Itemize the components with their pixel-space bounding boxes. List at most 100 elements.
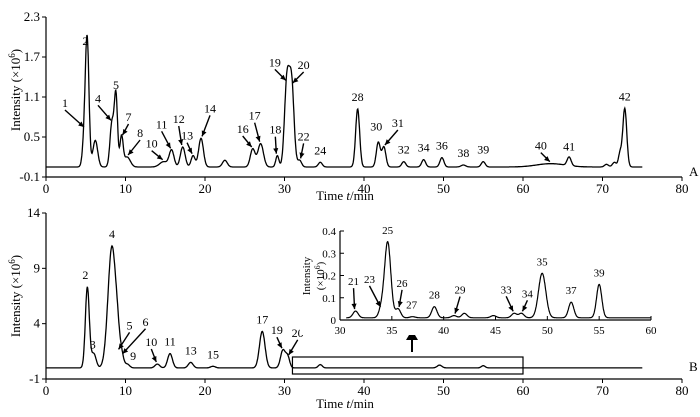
a-peak-label-42: 42 — [619, 89, 631, 103]
a-peak-label-30: 30 — [370, 119, 382, 133]
inset-y-axis-label: Intensity — [301, 256, 313, 295]
panel-b-inset: 30 35 40 45 50 55 60 0 0.1 0.2 0.3 0.4 21 23 25 26 27 28… — [300, 225, 660, 337]
a-peak-label-10: 10 — [146, 137, 158, 151]
a-peak-label-28: 28 — [352, 90, 364, 104]
panel-b-letter: B — [689, 359, 698, 374]
b-peak-label-5: 5 — [127, 318, 133, 332]
i-peak-label-23: 23 — [364, 274, 376, 286]
i-peak-arrowhead — [508, 305, 514, 312]
i-y-tick-label: 0 — [331, 315, 337, 327]
a-peak-label-14: 14 — [204, 101, 216, 115]
a-x-tick-label: 40 — [358, 181, 371, 196]
a-y-tick-label: -0.1 — [19, 169, 40, 184]
b-peak-label-3: 3 — [90, 338, 96, 352]
a-peak-arrowhead — [544, 156, 550, 162]
a-peak-label-36: 36 — [436, 139, 448, 153]
b-peak-label-13: 13 — [185, 343, 197, 357]
panel-a-axes: 0 10 20 30 40 50 60 70 80 -0.1 0.5 1.1 1.7 2.3 — [19, 9, 688, 196]
a-peak-label-34: 34 — [418, 141, 430, 155]
a-x-tick-label: 0 — [43, 181, 50, 196]
i-x-tick-label: 45 — [490, 325, 502, 337]
a-peak-arrowhead — [292, 77, 299, 83]
i-peak-arrowhead — [375, 300, 381, 307]
a-peak-label-8: 8 — [137, 126, 143, 140]
b-peak-arrowhead — [277, 342, 282, 349]
b-y-tick-label: 9 — [34, 260, 41, 275]
a-peak-label-17: 17 — [249, 109, 261, 123]
a-peak-arrowhead — [280, 74, 286, 81]
i-y-tick-label: 0.3 — [322, 248, 336, 260]
panel-b-chromatogram-trace — [46, 244, 643, 369]
a-peak-arrowhead — [246, 141, 252, 147]
i-y-tick-label: 0.1 — [322, 293, 336, 305]
b-x-tick-label: 80 — [676, 383, 689, 398]
a-peak-arrowhead — [187, 147, 193, 154]
a-peak-arrowhead — [78, 121, 84, 127]
b-x-tick-label: 10 — [119, 383, 132, 398]
i-peak-arrowhead — [522, 305, 528, 312]
a-peak-label-5: 5 — [113, 78, 119, 92]
a-y-tick-label: 1.1 — [24, 89, 40, 104]
b-x-tick-label: 20 — [199, 383, 212, 398]
i-peak-label-29: 29 — [455, 285, 467, 297]
i-x-tick-label: 30 — [335, 325, 347, 337]
i-peak-arrowhead — [397, 301, 403, 307]
a-y-tick-label: 2.3 — [24, 9, 40, 24]
i-y-tick-label: 0.4 — [322, 226, 336, 238]
b-y-tick-label: 4 — [34, 316, 41, 331]
inset-peak-labels: 21 23 25 26 27 28 29 33 34 35 37 39 — [348, 225, 606, 314]
b-x-tick-label: 70 — [596, 383, 609, 398]
a-peak-label-41: 41 — [563, 139, 575, 153]
i-peak-label-39: 39 — [594, 267, 606, 279]
a-peak-label-1: 1 — [62, 96, 68, 110]
a-peak-arrowhead — [122, 129, 128, 135]
a-peak-arrowhead — [105, 114, 111, 121]
a-x-tick-label: 20 — [199, 181, 212, 196]
i-peak-arrowhead — [454, 307, 460, 314]
a-peak-label-2: 2 — [82, 34, 88, 48]
b-x-tick-label: 50 — [437, 383, 450, 398]
a-peak-label-11: 11 — [156, 117, 168, 131]
inset-axes: 30 35 40 45 50 55 60 0 0.1 0.2 0.3 0.4 — [322, 226, 657, 337]
i-x-tick-label: 35 — [386, 325, 398, 337]
i-peak-label-27: 27 — [406, 300, 418, 312]
a-peak-arrowhead — [384, 139, 391, 145]
a-y-tick-label: 0.5 — [24, 129, 40, 144]
a-peak-arrowhead — [201, 130, 207, 137]
b-peak-label-15: 15 — [207, 347, 219, 361]
i-x-tick-label: 50 — [542, 325, 554, 337]
inset-chromatogram-trace — [346, 240, 651, 319]
b-peak-arrow — [122, 328, 147, 355]
a-peak-label-13: 13 — [181, 129, 193, 143]
inset-y-axis-unit: (×106) — [313, 261, 327, 290]
a-x-tick-label: 10 — [119, 181, 132, 196]
a-y-tick-label: 1.7 — [24, 49, 41, 64]
i-peak-label-35: 35 — [537, 256, 549, 268]
panel-a: 0 10 20 30 40 50 60 70 80-0.10.51.11.72.3 124578… — [7, 9, 699, 203]
panel-a-x-axis-label: Time t/min — [316, 188, 374, 203]
i-x-tick-label: 40 — [438, 325, 450, 337]
b-peak-label-19: 19 — [271, 323, 283, 337]
a-peak-label-39: 39 — [477, 143, 489, 157]
a-x-tick-label: 50 — [437, 181, 450, 196]
i-peak-label-37: 37 — [566, 285, 578, 297]
a-peak-label-4: 4 — [95, 91, 101, 105]
a-x-tick-label: 60 — [517, 181, 530, 196]
b-x-tick-label: 40 — [358, 383, 371, 398]
panel-a-chromatogram-trace — [46, 34, 643, 168]
a-peak-label-32: 32 — [398, 143, 410, 157]
b-peak-arrowhead — [288, 348, 294, 355]
b-peak-label-17: 17 — [256, 312, 268, 326]
a-peak-arrowhead — [299, 152, 305, 159]
a-x-tick-label: 80 — [676, 181, 689, 196]
b-peak-label-10: 10 — [145, 335, 157, 349]
b-peak-label-11: 11 — [164, 335, 176, 349]
panel-a-y-axis-label: Intensity (×106) — [7, 49, 23, 131]
b-peak-label-2: 2 — [82, 268, 88, 282]
a-peak-label-24: 24 — [314, 143, 326, 157]
a-peak-label-38: 38 — [457, 146, 469, 160]
a-peak-arrowhead — [273, 147, 279, 154]
a-peak-arrowhead — [255, 135, 261, 142]
